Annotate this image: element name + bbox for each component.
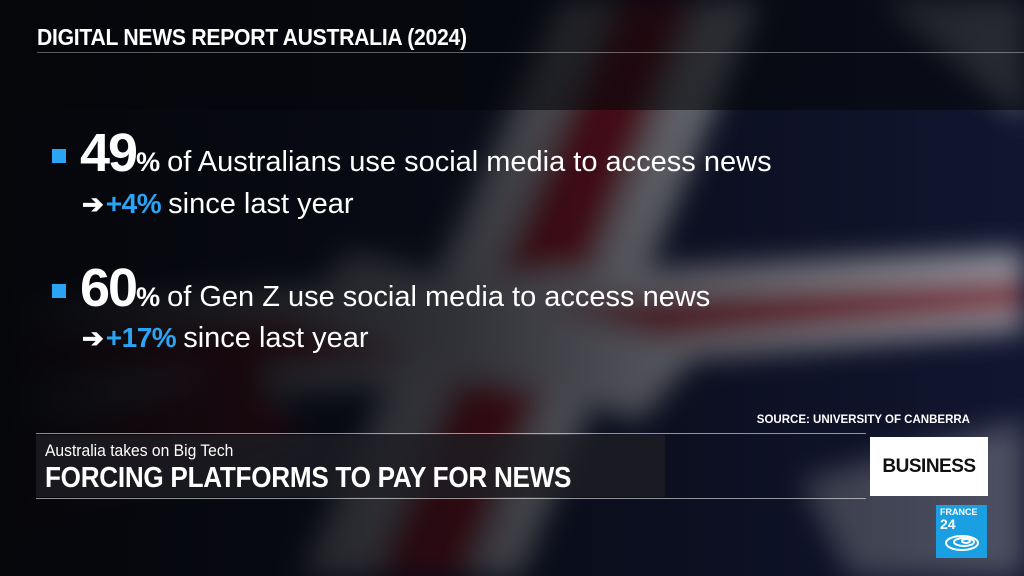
logo-text-france: FRANCE	[940, 507, 978, 517]
source-credit: SOURCE: UNIVERSITY OF CANBERRA	[756, 414, 970, 426]
lower-third-headline: FORCING PLATFORMS TO PAY FOR NEWS	[45, 462, 572, 494]
title-divider	[37, 52, 1024, 53]
lower-third-kicker: Australia takes on Big Tech	[45, 441, 234, 460]
arrow-right-icon: ➔	[82, 323, 104, 353]
lower-third-top-line	[36, 433, 866, 434]
stat-change-1: ➔ +4% since last year	[82, 188, 353, 221]
stat-row-1: 49 % of Australians use social media to …	[52, 122, 772, 184]
report-title: DIGITAL NEWS REPORT AUSTRALIA (2024)	[37, 24, 467, 50]
bullet-square-icon	[52, 284, 66, 298]
stat-unit: %	[136, 282, 161, 312]
stat-value: 49	[80, 123, 138, 183]
logo-swirl-icon	[945, 535, 979, 551]
logo-text-24: 24	[940, 516, 956, 532]
lower-third-bottom-line	[36, 498, 866, 499]
change-text: since last year	[183, 322, 369, 354]
stat-change-2: ➔ +17% since last year	[82, 322, 369, 355]
stat-text: of Australians use social media to acces…	[167, 146, 772, 178]
stat-row-2: 60 % of Gen Z use social media to access…	[52, 257, 710, 319]
change-text: since last year	[168, 188, 354, 220]
stat-text: of Gen Z use social media to access news	[167, 281, 711, 313]
stat-value: 60	[80, 258, 138, 318]
arrow-right-icon: ➔	[82, 189, 104, 219]
lower-third-panel	[36, 435, 665, 497]
bullet-square-icon	[52, 149, 66, 163]
change-value: +17%	[105, 322, 177, 353]
stat-unit: %	[136, 147, 161, 177]
france24-logo: FRANCE 24	[936, 505, 987, 558]
section-badge: BUSINESS	[870, 437, 988, 496]
change-value: +4%	[105, 188, 162, 219]
